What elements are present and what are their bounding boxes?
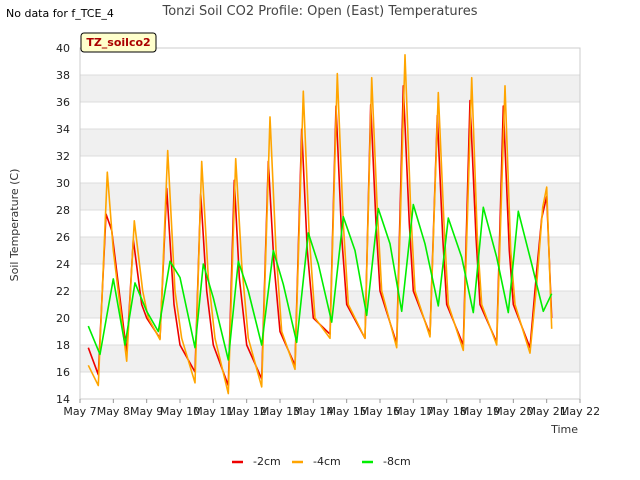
y-tick-label: 18 [56, 339, 70, 352]
y-tick-label: 22 [56, 285, 70, 298]
legend: -2cm -4cm -8cm [232, 455, 411, 468]
y-tick-label: 36 [56, 96, 70, 109]
x-tick-label: May 9 [130, 405, 163, 418]
no-data-note: No data for f_TCE_4 [6, 7, 114, 20]
legend-label: -2cm [253, 455, 281, 468]
y-tick-label: 40 [56, 42, 70, 55]
x-tick-label: May 15 [327, 405, 367, 418]
legend-label: -8cm [383, 455, 411, 468]
x-tick-label: May 19 [460, 405, 500, 418]
y-tick-label: 28 [56, 204, 70, 217]
grid-band [80, 237, 580, 264]
x-tick-label: May 22 [560, 405, 600, 418]
x-tick-label: May 21 [527, 405, 567, 418]
x-tick-label: May 7 [63, 405, 96, 418]
x-tick-label: May 12 [227, 405, 267, 418]
grid-band [80, 345, 580, 372]
plot-frame [79, 47, 581, 400]
series-line-minus-8cm [87, 203, 553, 361]
y-tick-label: 34 [56, 123, 70, 136]
badge-label: TZ_soilco2 [86, 36, 150, 49]
chart-title: Tonzi Soil CO2 Profile: Open (East) Temp… [161, 4, 477, 19]
plot-area [79, 47, 581, 400]
x-tick-label: May 14 [293, 405, 333, 418]
x-tick-label: May 10 [160, 405, 200, 418]
grid-band [80, 75, 580, 102]
grid-band [80, 183, 580, 210]
x-tick-label: May 11 [193, 405, 233, 418]
x-tick-label: May 20 [493, 405, 533, 418]
y-tick-label: 24 [56, 258, 70, 271]
grid-band [80, 129, 580, 156]
legend-label: -4cm [313, 455, 341, 468]
y-axis-label: Soil Temperature (C) [8, 169, 21, 282]
badge-box [80, 32, 157, 53]
x-axis-label: Time [550, 423, 578, 436]
x-tick-label: May 8 [97, 405, 130, 418]
x-tick-label: May 17 [393, 405, 433, 418]
series-line-minus-4cm [87, 53, 553, 395]
y-tick-label: 20 [56, 312, 70, 325]
x-tick-label: May 13 [260, 405, 300, 418]
x-tick-label: May 16 [360, 405, 400, 418]
y-tick-label: 14 [56, 393, 70, 406]
x-tick-label: May 18 [427, 405, 467, 418]
y-tick-label: 30 [56, 177, 70, 190]
y-tick-label: 16 [56, 366, 70, 379]
y-tick-label: 26 [56, 231, 70, 244]
y-tick-label: 32 [56, 150, 70, 163]
y-tick-label: 38 [56, 69, 70, 82]
badge: TZ_soilco2 [80, 32, 157, 53]
